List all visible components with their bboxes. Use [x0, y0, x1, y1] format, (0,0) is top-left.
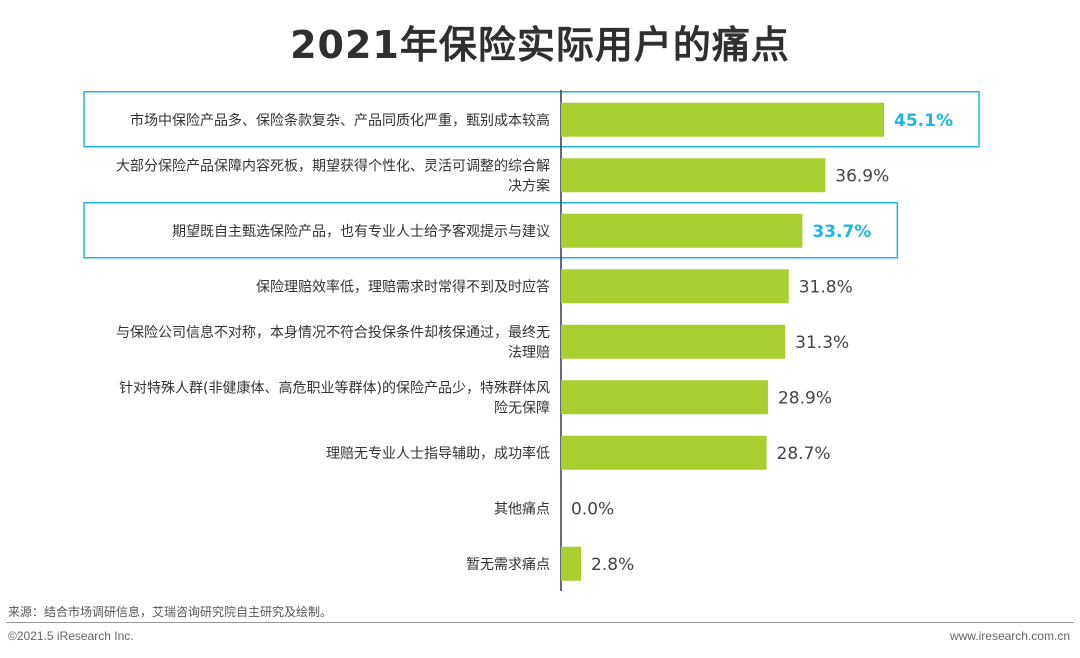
data-label: 31.8%: [799, 277, 853, 297]
data-label: 45.1%: [894, 111, 953, 131]
bar-chart: 45.1% 市场中保险产品多、保险条款复杂、产品同质化严重，甄别成本较高 36.9%…: [83, 90, 980, 591]
category-label: 针对特殊人群(非健康体、高危职业等群体)的保险产品少，特殊群体风险无保障: [119, 379, 550, 416]
data-label: 36.9%: [835, 166, 889, 186]
bar: [561, 213, 803, 248]
highlight-frame: [83, 202, 899, 259]
data-label: 28.9%: [778, 388, 832, 408]
category-label: 市场中保险产品多、保险条款复杂、产品同质化严重，甄别成本较高: [130, 112, 550, 129]
category-label: 保险理赔效率低，理赔需求时常得不到及时应答: [256, 278, 550, 295]
bar: [561, 380, 768, 415]
data-label: 31.3%: [795, 333, 849, 353]
category-label: 与保险公司信息不对称，本身情况不符合投保条件却核保通过，最终无法理赔: [116, 324, 550, 361]
category-label: 理赔无专业人士指导辅助，成功率低: [326, 445, 550, 462]
data-label: 28.7%: [777, 444, 831, 464]
bar: [561, 324, 786, 359]
source-note: 来源：结合市场调研信息，艾瑞咨询研究院自主研究及绘制。: [8, 605, 333, 619]
chart-title: 2021年保险实际用户的痛点: [290, 23, 790, 67]
data-label: 33.7%: [812, 222, 871, 242]
bar: [561, 435, 767, 470]
category-label: 其他痛点: [494, 500, 550, 517]
data-label: 0.0%: [571, 499, 614, 519]
footer-divider: [6, 622, 1074, 623]
category-label: 暂无需求痛点: [466, 556, 550, 573]
copyright-text: ©2021.5 iResearch Inc.: [8, 629, 134, 643]
bar: [561, 102, 884, 137]
bar: [561, 546, 582, 581]
category-label: 大部分保险产品保障内容死板，期望获得个性化、灵活可调整的综合解决方案: [116, 157, 550, 194]
website-link[interactable]: www.iresearch.com.cn: [949, 629, 1070, 643]
bar: [561, 269, 789, 304]
bar: [561, 158, 826, 193]
highlight-frame: [83, 91, 980, 148]
category-label: 期望既自主甄选保险产品，也有专业人士给予客观提示与建议: [172, 223, 550, 240]
data-label: 2.8%: [591, 555, 634, 575]
